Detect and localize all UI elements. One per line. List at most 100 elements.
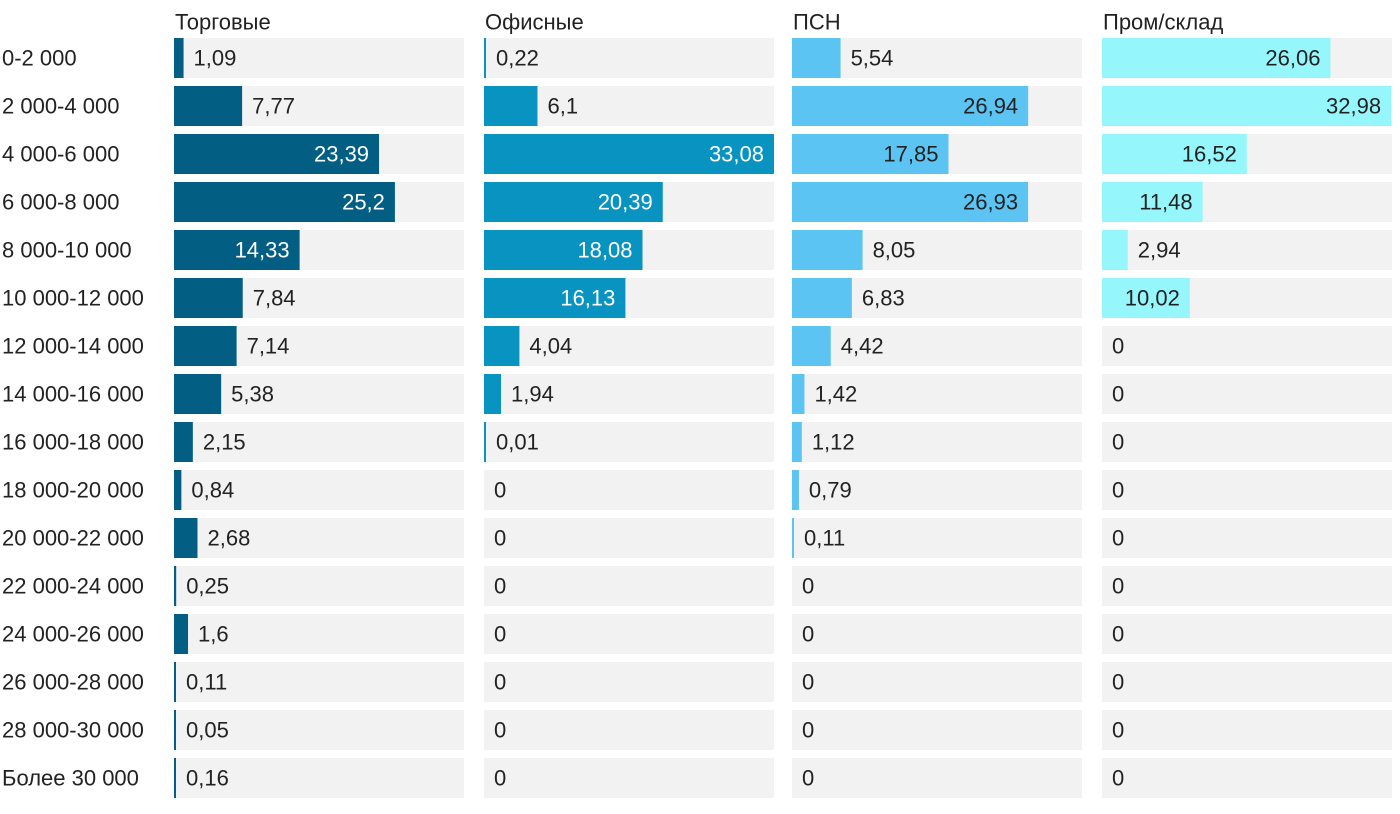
bar-track [484,758,774,798]
category-label: 10 000-12 000 [2,286,144,311]
bar-track [484,566,774,606]
data-label: 0 [802,670,814,695]
bar [174,230,300,270]
bar-track [484,710,774,750]
bar-track [792,566,1082,606]
bar [792,326,831,366]
category-label: 6 000-8 000 [2,190,119,215]
category-label: 20 000-22 000 [2,526,144,551]
panel-title: Пром/склад [1103,10,1223,35]
data-label: 0 [1112,622,1124,647]
data-label: 0 [1112,766,1124,791]
data-label: 0 [802,718,814,743]
data-label: 26,93 [963,190,1018,215]
data-label: 4,42 [841,334,884,359]
bar-track [174,662,464,702]
bar-track [1102,614,1392,654]
bar-track [792,758,1082,798]
bar-track [484,374,774,414]
data-label: 0 [494,526,506,551]
data-label: 1,12 [812,430,855,455]
bar-track [1102,662,1392,702]
data-label: 7,77 [252,94,295,119]
bar [1102,86,1392,126]
data-label: 6,1 [547,94,578,119]
data-label: 0 [1112,382,1124,407]
bar-track [1102,566,1392,606]
data-label: 0,05 [186,718,229,743]
data-label: 0 [802,766,814,791]
bar [174,374,222,414]
data-label: 33,08 [709,142,764,167]
data-label: 1,09 [194,46,237,71]
bar [484,278,626,318]
category-label: 12 000-14 000 [2,334,144,359]
bar-track [792,518,1082,558]
data-label: 0 [1112,334,1124,359]
data-label: 0 [494,574,506,599]
data-label: 5,38 [231,382,274,407]
bar [174,518,198,558]
bar-track [792,470,1082,510]
bar [792,134,949,174]
bar-track [1102,470,1392,510]
bar [1102,182,1203,222]
data-label: 0 [494,670,506,695]
data-label: 0,11 [186,670,227,695]
data-label: 4,04 [529,334,572,359]
category-label: 0-2 000 [2,46,77,71]
category-label: 16 000-18 000 [2,430,144,455]
data-label: 0,22 [496,46,539,71]
data-label: 0 [494,766,506,791]
data-label: 6,83 [862,286,905,311]
bar [174,662,176,702]
data-label: 0 [494,478,506,503]
data-label: 0,79 [809,478,852,503]
data-label: 20,39 [598,190,653,215]
category-label: 18 000-20 000 [2,478,144,503]
data-label: 0 [1112,430,1124,455]
bar-track [792,422,1082,462]
data-label: 16,52 [1182,142,1237,167]
bar-track [792,614,1082,654]
data-label: 16,13 [560,286,615,311]
bar-track [1102,710,1392,750]
data-label: 7,84 [253,286,296,311]
bar [792,182,1029,222]
bar [174,422,193,462]
data-label: 2,94 [1138,238,1181,263]
data-label: 5,54 [851,46,894,71]
data-label: 0 [802,574,814,599]
bar [174,470,182,510]
data-label: 26,06 [1265,46,1320,71]
data-label: 0 [1112,478,1124,503]
bar [174,182,395,222]
bar [792,374,805,414]
bar [792,278,852,318]
bar [484,182,663,222]
bar-track [174,470,464,510]
bar [484,134,774,174]
bar [792,38,841,78]
panel-title: Торговые [175,10,271,35]
panel-title: ПСН [793,10,841,35]
bar-track [484,614,774,654]
bar-track [174,374,464,414]
bar [1102,134,1247,174]
data-label: 0 [494,622,506,647]
data-label: 1,6 [198,622,229,647]
bar-track [1102,422,1392,462]
data-label: 1,42 [814,382,857,407]
category-label: 8 000-10 000 [2,238,132,263]
bar [792,470,799,510]
bar [174,758,176,798]
bar-track [484,470,774,510]
bar [484,422,486,462]
category-label: Более 30 000 [2,766,139,791]
bar [174,278,243,318]
bar [174,38,184,78]
data-label: 25,2 [342,190,385,215]
panel-title: Офисные [485,10,584,35]
bar-track [484,662,774,702]
